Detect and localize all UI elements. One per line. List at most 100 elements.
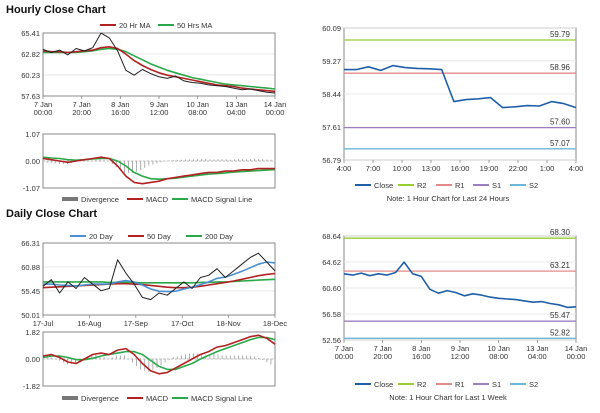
hourly-24h-xtick-label: 4:00 (569, 164, 584, 173)
daily-price-legend-label: 50 Day (147, 232, 171, 241)
hourly-24h-xtick-label: 16:00 (451, 164, 470, 173)
hourly-price-xtick-label: 8 Jan (111, 100, 129, 109)
daily-price-ytick-label: 50.01 (21, 311, 40, 320)
hourly-price-xtick-label: 12:00 (150, 108, 169, 117)
daily-week-xtick-label: 7 Jan (335, 344, 353, 353)
daily-week-xtick-label: 04:00 (528, 352, 547, 361)
daily-week-legend-label: S1 (492, 380, 501, 389)
hourly-24h-level-label-s1: 57.60 (550, 118, 571, 127)
daily-week-xtick-label: 10 Jan (487, 344, 510, 353)
daily-week-xtick-label: 08:00 (489, 352, 508, 361)
daily-price-xtick-label: 17-Jul (33, 319, 54, 328)
hourly-price-legend-label: 20 Hr MA (119, 21, 151, 30)
daily-week-series-close (343, 261, 577, 309)
daily-macd-ytick-label: -1.82 (23, 382, 40, 391)
hourly-24h-xtick-label: 22:00 (509, 164, 528, 173)
hourly-price-xtick-label: 16:00 (111, 108, 130, 117)
hourly-macd-ytick-label: 0.00 (25, 157, 40, 166)
hourly-macd-legend-label: MACD Signal Line (191, 195, 252, 204)
hourly-24h-ytick-label: 57.61 (322, 123, 341, 132)
hourly-24h-xtick-label: 4:00 (337, 164, 352, 173)
daily-price-xtick-label: 17-Sep (124, 319, 148, 328)
hourly-24h-note: Note: 1 Hour Chart for Last 24 Hours (387, 194, 510, 203)
hourly-24h-series-close (344, 64, 577, 109)
hourly-24h-xtick-label: 1:00 (540, 164, 555, 173)
hourly-24h-level-label-r2: 59.79 (550, 30, 571, 39)
hourly-24h-level-label-s2: 57.07 (550, 139, 571, 148)
daily-macd-series-macd (42, 334, 276, 375)
daily-week-ytick-label: 64.62 (322, 258, 341, 267)
hourly-24h-legend-label: S2 (529, 181, 538, 190)
daily-macd-ytick-label: 1.82 (25, 328, 40, 337)
hourly-24h-xtick-label: 10:00 (393, 164, 412, 173)
hourly-price-xtick-label: 7 Jan (34, 100, 52, 109)
daily-price-series-20-day (43, 261, 276, 293)
hourly-price-ytick-label: 60.23 (21, 71, 40, 80)
hourly-price-series-close (42, 32, 276, 94)
daily-week-xtick-label: 16:00 (412, 352, 431, 361)
hourly-price-legend-label: 50 Hrs MA (177, 21, 212, 30)
hourly-section-title: Hourly Close Chart (6, 4, 106, 16)
daily-macd-ytick-label: 0.00 (25, 355, 40, 364)
daily-week-xtick-label: 00:00 (567, 352, 586, 361)
daily-week-ytick-label: 56.58 (322, 310, 341, 319)
daily-week-legend-label: Close (374, 380, 393, 389)
hourly-24h-ytick-label: 58.44 (322, 90, 341, 99)
hourly-price-ytick-label: 62.82 (21, 50, 40, 59)
daily-week-xtick-label: 8 Jan (412, 344, 430, 353)
daily-week-xtick-label: 14 Jan (565, 344, 588, 353)
daily-price-legend-label: 200 Day (205, 232, 233, 241)
daily-week-xtick-label: 20:00 (373, 352, 392, 361)
daily-price-series-close (42, 252, 276, 301)
daily-macd-legend-swatch (62, 396, 78, 400)
hourly-24h-ytick-label: 59.27 (322, 57, 341, 66)
daily-price-xtick-label: 17-Oct (171, 319, 194, 328)
daily-week-ytick-label: 52.56 (322, 336, 341, 345)
daily-price-ytick-label: 55.45 (21, 287, 40, 296)
hourly-24h-ytick-label: 56.79 (322, 156, 341, 165)
hourly-price-frame (42, 32, 276, 97)
hourly-24h-level-label-r1: 58.96 (550, 63, 571, 72)
daily-week-level-label-r1: 63.21 (550, 261, 571, 270)
daily-week-xtick-label: 13 Jan (526, 344, 549, 353)
hourly-price-xtick-label: 13 Jan (225, 100, 248, 109)
daily-week-xtick-label: 00:00 (335, 352, 354, 361)
hourly-price-xtick-label: 20:00 (72, 108, 91, 117)
hourly-price-xtick-label: 04:00 (227, 108, 246, 117)
hourly-macd-legend-label: MACD (146, 195, 169, 204)
daily-week-ytick-label: 60.60 (322, 284, 341, 293)
daily-price-ytick-label: 60.88 (21, 263, 40, 272)
daily-price-legend-label: 20 Day (89, 232, 113, 241)
daily-macd-legend-label: MACD (146, 394, 169, 403)
hourly-price-xtick-label: 00:00 (266, 108, 285, 117)
daily-macd-legend-label: MACD Signal Line (191, 394, 252, 403)
hourly-24h-legend-label: R2 (417, 181, 427, 190)
hourly-price-xtick-label: 08:00 (188, 108, 207, 117)
hourly-price-xtick-label: 7 Jan (72, 100, 90, 109)
daily-week-xtick-label: 7 Jan (373, 344, 391, 353)
daily-week-legend-label: R2 (417, 380, 427, 389)
hourly-price-series-50-hrs-ma (43, 47, 276, 90)
hourly-price-ytick-label: 57.63 (21, 92, 40, 101)
hourly-24h-xtick-label: 13:00 (422, 164, 441, 173)
hourly-price-series-20-hr-ma (42, 45, 276, 93)
daily-week-note: Note: 1 Hour Chart for Last 1 Week (389, 393, 507, 402)
hourly-macd-legend-label: Divergence (81, 195, 119, 204)
daily-week-legend-label: R1 (455, 380, 465, 389)
daily-week-xtick-label: 9 Jan (451, 344, 469, 353)
daily-week-level-label-r2: 68.30 (550, 228, 571, 237)
hourly-price-xtick-label: 14 Jan (264, 100, 287, 109)
hourly-macd-legend-swatch (62, 197, 78, 201)
hourly-macd-ytick-label: 1.07 (25, 130, 40, 139)
daily-week-level-label-s2: 52.82 (550, 328, 571, 337)
hourly-price-ytick-label: 65.41 (21, 29, 40, 38)
daily-price-frame (42, 242, 276, 316)
hourly-macd-series-macd (42, 156, 275, 185)
hourly-24h-legend-label: Close (374, 181, 393, 190)
hourly-24h-xtick-label: 7:00 (366, 164, 381, 173)
hourly-24h-xtick-label: 19:00 (480, 164, 499, 173)
daily-price-xtick-label: 16-Aug (77, 319, 101, 328)
hourly-24h-ytick-label: 60.09 (322, 24, 341, 33)
